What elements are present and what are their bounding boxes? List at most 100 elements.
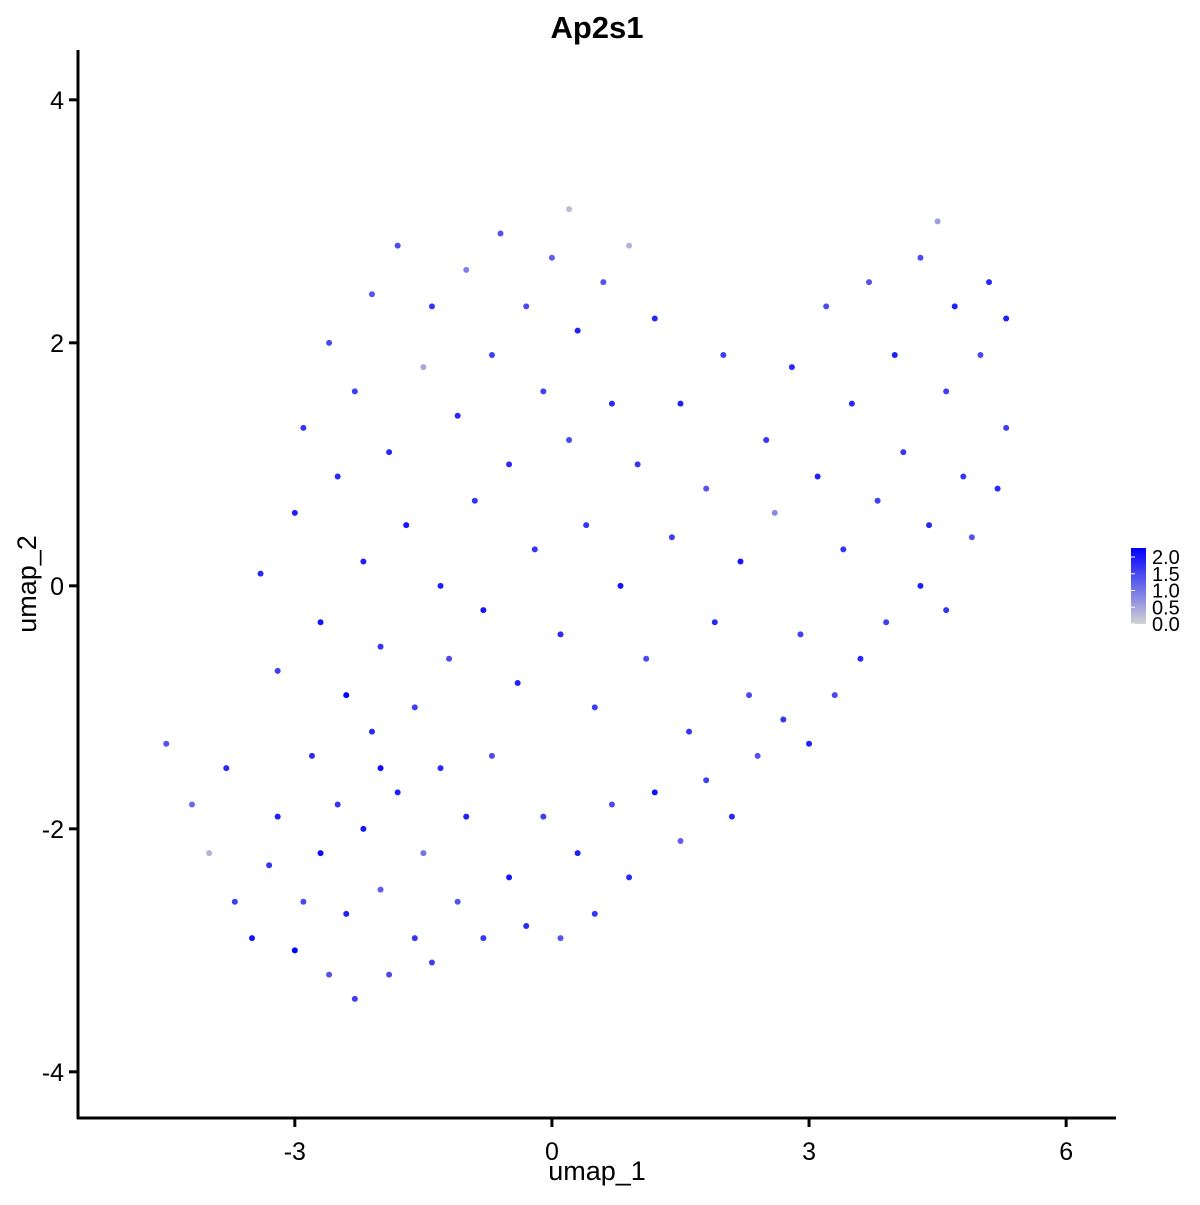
cell-point (291, 947, 298, 954)
cell-point (540, 388, 547, 395)
cell-point (514, 680, 521, 687)
cell-point (334, 801, 341, 808)
cell-point (343, 692, 350, 699)
y-tick-label: -2 (42, 816, 64, 844)
cell-point (317, 619, 324, 626)
cell-point (548, 254, 555, 261)
cell-point (574, 327, 581, 334)
cell-point (1003, 315, 1010, 322)
cell-point (960, 473, 967, 480)
cell-point (343, 910, 350, 917)
cell-point (651, 315, 658, 322)
cell-point (488, 752, 495, 759)
cell-point (411, 935, 418, 942)
cell-point (574, 850, 581, 857)
cell-point (308, 752, 315, 759)
y-tick-label: 2 (50, 330, 64, 358)
cell-point (1003, 424, 1010, 431)
cell-point (883, 619, 890, 626)
cell-point (488, 351, 495, 358)
cell-point (643, 655, 650, 662)
colorbar-tick-label: 1.0 (1152, 581, 1180, 603)
cell-point (771, 509, 778, 516)
cell-point (566, 206, 573, 213)
cell-point (291, 509, 298, 516)
cell-point (274, 667, 281, 674)
cell-point (497, 230, 504, 237)
cell-point (917, 582, 924, 589)
cell-point (591, 910, 598, 917)
cell-point (986, 279, 993, 286)
cell-point (977, 351, 984, 358)
cell-point (540, 813, 547, 820)
cell-point (351, 995, 358, 1002)
cell-point (274, 813, 281, 820)
cell-point (523, 923, 530, 930)
cell-point (326, 971, 333, 978)
cell-point (737, 558, 744, 565)
cell-point (163, 740, 170, 747)
cell-point (917, 254, 924, 261)
cell-point (446, 655, 453, 662)
cell-point (334, 473, 341, 480)
cell-point (506, 461, 513, 468)
cell-point (377, 643, 384, 650)
colorbar-tick-label: 0.0 (1152, 614, 1180, 636)
cell-point (300, 424, 307, 431)
cell-point (248, 935, 255, 942)
cell-point (566, 437, 573, 444)
cell-point (557, 631, 564, 638)
cell-point (403, 522, 410, 529)
cell-point (557, 935, 564, 942)
cell-point (360, 558, 367, 565)
cell-point (368, 728, 375, 735)
cell-point (626, 242, 633, 249)
cell-point (420, 364, 427, 371)
cell-point (617, 582, 624, 589)
x-tick-label: 0 (545, 1138, 559, 1166)
cell-point (994, 485, 1001, 492)
colorbar-tick-label: 0.5 (1152, 597, 1180, 619)
cell-point (806, 740, 813, 747)
cell-point (188, 801, 195, 808)
cell-point (608, 801, 615, 808)
cell-point (386, 971, 393, 978)
cell-point (720, 351, 727, 358)
cell-point (600, 279, 607, 286)
cell-point (626, 874, 633, 881)
colorbar-tick-label: 2.0 (1152, 547, 1180, 569)
cell-point (943, 388, 950, 395)
cell-point (386, 449, 393, 456)
cell-point (394, 242, 401, 249)
cell-point (437, 765, 444, 772)
cell-point (437, 582, 444, 589)
cell-point (651, 789, 658, 796)
y-axis-title: umap_2 (12, 535, 42, 633)
cell-point (840, 546, 847, 553)
cell-point (677, 400, 684, 407)
cell-point (711, 619, 718, 626)
cell-point (703, 777, 710, 784)
cell-point (968, 534, 975, 541)
x-axis-title: umap_1 (548, 1156, 646, 1186)
cell-point (763, 437, 770, 444)
cell-point (300, 898, 307, 905)
cell-point (591, 704, 598, 711)
cell-point (857, 655, 864, 662)
cell-point (891, 351, 898, 358)
cell-point (634, 461, 641, 468)
cell-point (746, 692, 753, 699)
y-tick-label: 0 (50, 573, 64, 601)
cell-point (831, 692, 838, 699)
cell-point (480, 607, 487, 614)
cell-point (360, 825, 367, 832)
cell-point (823, 303, 830, 310)
cell-point (351, 388, 358, 395)
cell-point (368, 291, 375, 298)
cell-point (206, 850, 213, 857)
cell-point (900, 449, 907, 456)
cell-point (848, 400, 855, 407)
colorbar (1131, 548, 1146, 624)
cell-point (608, 400, 615, 407)
